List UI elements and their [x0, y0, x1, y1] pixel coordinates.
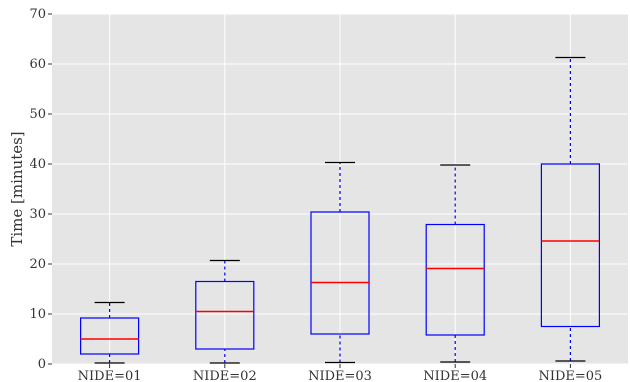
box-group — [79, 301, 140, 364]
iqr-box — [195, 280, 255, 350]
box-group — [540, 56, 601, 362]
x-tick-label: NIDE=05 — [538, 369, 602, 382]
y-tick-label: 0 — [38, 357, 46, 372]
y-tick-label: 50 — [29, 107, 46, 122]
box-group — [310, 161, 370, 364]
y-axis-label: Time [minutes] — [8, 131, 26, 246]
boxes — [79, 56, 601, 364]
box-group — [195, 259, 255, 364]
y-tick-label: 20 — [29, 257, 46, 272]
iqr-box — [540, 163, 601, 328]
iqr-box — [310, 211, 370, 335]
iqr-box — [79, 317, 140, 355]
box-group — [425, 164, 485, 363]
grid-lines — [52, 13, 628, 365]
y-tick-label: 70 — [29, 7, 46, 22]
iqr-box — [425, 223, 485, 336]
x-tick-label: NIDE=04 — [423, 369, 487, 382]
y-axis-ticks: 0 10 20 30 40 50 60 70 — [29, 7, 52, 372]
y-tick-label: 30 — [29, 207, 46, 222]
x-tick-label: NIDE=02 — [193, 369, 257, 382]
x-tick-label: NIDE=03 — [308, 369, 372, 382]
y-tick-label: 40 — [29, 157, 46, 172]
y-tick-label: 10 — [29, 307, 46, 322]
x-tick-label: NIDE=01 — [78, 369, 142, 382]
y-tick-label: 60 — [29, 57, 46, 72]
x-axis-ticks: NIDE=01 NIDE=02 NIDE=03 NIDE=04 NIDE=05 — [78, 364, 602, 382]
